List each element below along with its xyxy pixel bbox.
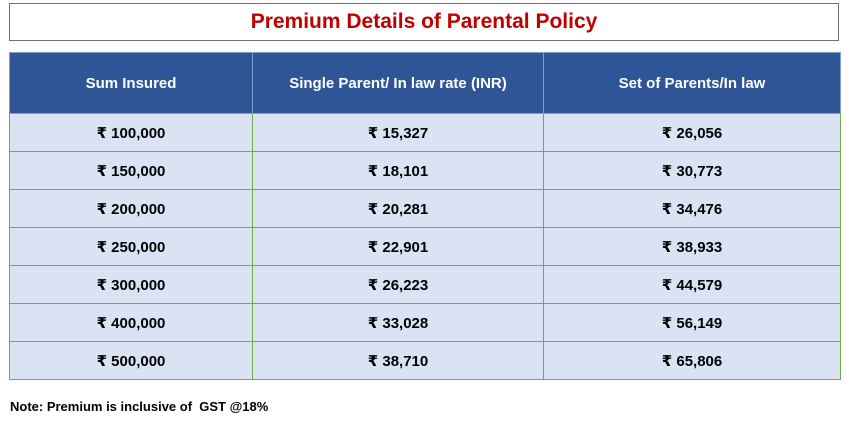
premium-table: Sum Insured Single Parent/ In law rate (…	[9, 52, 841, 380]
sum-insured-cell: ₹ 500,000	[9, 341, 253, 380]
table-row: ₹ 500,000 ₹ 38,710 ₹ 65,806	[9, 341, 841, 380]
single-parent-rate-cell: ₹ 38,710	[252, 341, 544, 380]
single-parent-rate-cell: ₹ 20,281	[252, 189, 544, 228]
header-set-of-parents-rate: Set of Parents/In law	[543, 52, 841, 114]
table-row: ₹ 100,000 ₹ 15,327 ₹ 26,056	[9, 113, 841, 152]
sum-insured-cell: ₹ 400,000	[9, 303, 253, 342]
single-parent-rate-cell: ₹ 15,327	[252, 113, 544, 152]
table-row: ₹ 300,000 ₹ 26,223 ₹ 44,579	[9, 265, 841, 304]
header-single-parent-rate: Single Parent/ In law rate (INR)	[252, 52, 544, 114]
sum-insured-cell: ₹ 150,000	[9, 151, 253, 190]
single-parent-rate-cell: ₹ 22,901	[252, 227, 544, 266]
sum-insured-cell: ₹ 250,000	[9, 227, 253, 266]
sum-insured-cell: ₹ 300,000	[9, 265, 253, 304]
set-of-parents-rate-cell: ₹ 34,476	[543, 189, 841, 228]
table-row: ₹ 150,000 ₹ 18,101 ₹ 30,773	[9, 151, 841, 190]
table-header-row: Sum Insured Single Parent/ In law rate (…	[9, 52, 841, 114]
page-title: Premium Details of Parental Policy	[9, 3, 839, 41]
sum-insured-cell: ₹ 200,000	[9, 189, 253, 228]
single-parent-rate-cell: ₹ 18,101	[252, 151, 544, 190]
set-of-parents-rate-cell: ₹ 56,149	[543, 303, 841, 342]
table-row: ₹ 250,000 ₹ 22,901 ₹ 38,933	[9, 227, 841, 266]
set-of-parents-rate-cell: ₹ 38,933	[543, 227, 841, 266]
set-of-parents-rate-cell: ₹ 30,773	[543, 151, 841, 190]
set-of-parents-rate-cell: ₹ 65,806	[543, 341, 841, 380]
table-row: ₹ 200,000 ₹ 20,281 ₹ 34,476	[9, 189, 841, 228]
set-of-parents-rate-cell: ₹ 44,579	[543, 265, 841, 304]
gst-note: Note: Premium is inclusive of GST @18%	[10, 399, 269, 414]
header-sum-insured: Sum Insured	[9, 52, 253, 114]
sum-insured-cell: ₹ 100,000	[9, 113, 253, 152]
single-parent-rate-cell: ₹ 26,223	[252, 265, 544, 304]
set-of-parents-rate-cell: ₹ 26,056	[543, 113, 841, 152]
table-row: ₹ 400,000 ₹ 33,028 ₹ 56,149	[9, 303, 841, 342]
single-parent-rate-cell: ₹ 33,028	[252, 303, 544, 342]
